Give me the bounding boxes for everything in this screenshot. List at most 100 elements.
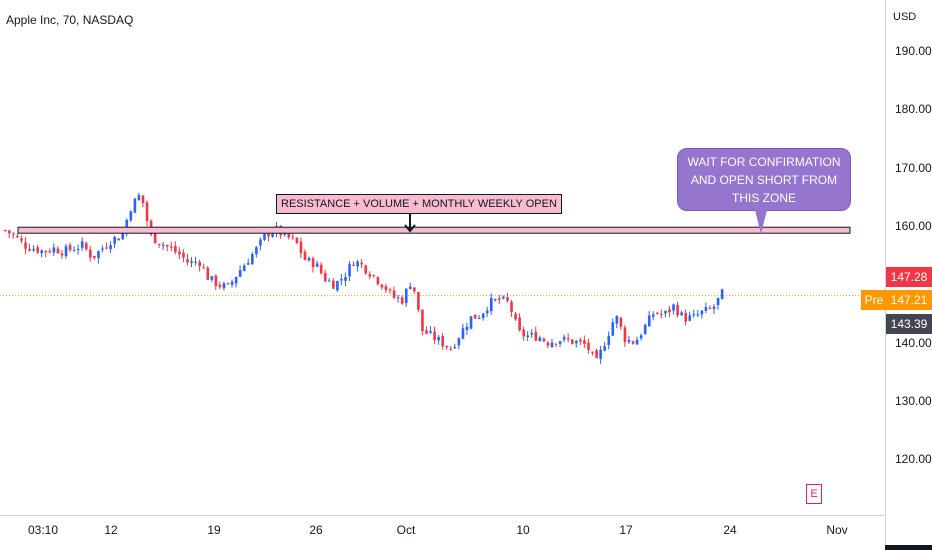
- candle-body: [291, 236, 295, 238]
- x-tick-label: 10: [516, 523, 530, 537]
- candle-body: [716, 297, 720, 306]
- candle-body: [72, 250, 76, 252]
- y-tick-label: 170.00: [895, 161, 932, 175]
- candle-body: [12, 233, 15, 235]
- candle-body: [251, 254, 254, 264]
- candle-body: [457, 338, 461, 346]
- candle-body: [583, 340, 586, 344]
- candle-body: [664, 310, 667, 314]
- currency-label[interactable]: USD: [893, 11, 917, 23]
- candle-body: [364, 265, 368, 274]
- candle-body: [64, 246, 68, 257]
- candle-body: [16, 235, 19, 238]
- y-tick-label: 120.00: [895, 452, 932, 466]
- candle-body: [619, 317, 623, 327]
- candle-body: [40, 250, 44, 254]
- candle-body: [469, 316, 473, 329]
- candle-body: [696, 314, 700, 316]
- candle-body: [68, 244, 72, 250]
- candle-body: [554, 343, 558, 345]
- candle-body: [352, 264, 355, 266]
- candle-body: [546, 342, 550, 346]
- candle-body: [287, 230, 291, 238]
- candle-body: [234, 276, 238, 284]
- candle-body: [4, 230, 7, 232]
- resistance-zone[interactable]: [17, 226, 851, 234]
- candle-body: [595, 350, 598, 358]
- resistance-label[interactable]: RESISTANCE + VOLUME + MONTHLY WEEKLY OPE…: [276, 194, 562, 214]
- candle-body: [538, 337, 542, 341]
- candle-body: [704, 306, 708, 311]
- candle-body: [109, 245, 112, 250]
- candle-body: [579, 339, 582, 342]
- candle-body: [449, 348, 453, 350]
- candle-body: [627, 339, 631, 343]
- candle-body: [161, 244, 165, 246]
- premarket-label: Pre: [861, 290, 887, 310]
- last-price-tag[interactable]: 143.39: [886, 314, 932, 334]
- candle-body: [105, 247, 108, 249]
- candle-body: [708, 307, 712, 309]
- candle-body: [510, 301, 513, 312]
- candle-body: [141, 195, 145, 204]
- candle-body: [271, 233, 274, 237]
- candle-body: [133, 198, 137, 213]
- candle-body: [473, 314, 477, 319]
- candle-body: [558, 341, 562, 344]
- earnings-marker[interactable]: E: [806, 484, 822, 504]
- candle-body: [56, 248, 60, 254]
- candle-body: [368, 274, 372, 277]
- candle-body: [506, 297, 509, 301]
- candle-body: [315, 263, 319, 267]
- candle-body: [267, 233, 270, 237]
- x-tick-label: 12: [104, 523, 118, 537]
- chart-title: Apple Inc, 70, NASDAQ: [6, 13, 134, 27]
- callout-tail: [755, 210, 767, 234]
- candle-body: [603, 346, 606, 351]
- candle-body: [417, 291, 420, 310]
- candle-body: [388, 289, 392, 291]
- candle-body: [206, 267, 210, 280]
- candle-body: [643, 324, 647, 334]
- y-tick-label: 160.00: [895, 219, 932, 233]
- candle-body: [137, 195, 141, 201]
- candle-body: [117, 238, 120, 241]
- candle-body: [672, 304, 675, 311]
- x-tick-label: Nov: [826, 523, 848, 537]
- candle-body: [44, 250, 48, 253]
- candle-body: [409, 286, 412, 290]
- candle-body: [85, 243, 88, 250]
- candle-body: [332, 280, 335, 289]
- candle-body: [413, 287, 416, 292]
- candle-body: [514, 313, 517, 320]
- candle-body: [299, 241, 303, 253]
- candle-body: [190, 261, 193, 263]
- candle-body: [356, 261, 359, 267]
- candle-body: [437, 337, 440, 341]
- candle-body: [242, 265, 246, 272]
- premarket-price-tag[interactable]: 147.21: [886, 290, 932, 310]
- candle-body: [198, 262, 201, 267]
- candle-body: [8, 230, 11, 234]
- candle-body: [344, 277, 347, 281]
- candle-body: [303, 251, 307, 260]
- candle-body: [453, 347, 457, 349]
- candle-body: [429, 331, 432, 333]
- candle-body: [676, 304, 679, 316]
- candle-body: [461, 328, 465, 339]
- high-price-tag[interactable]: 147.28: [886, 267, 932, 287]
- candle-body: [562, 336, 566, 340]
- candle-body: [392, 290, 396, 298]
- candle-body: [48, 250, 52, 253]
- candle-body: [336, 281, 339, 291]
- x-tick-label: 03:10: [27, 523, 59, 537]
- candle-body: [611, 322, 615, 336]
- callout-bubble[interactable]: WAIT FOR CONFIRMATION AND OPEN SHORT FRO…: [677, 148, 851, 211]
- candle-body: [421, 309, 424, 332]
- candle-body: [89, 249, 92, 258]
- candle-body: [477, 317, 481, 319]
- candle-body: [113, 236, 116, 244]
- candle-body: [230, 281, 234, 285]
- x-tick-label: Oct: [396, 523, 416, 537]
